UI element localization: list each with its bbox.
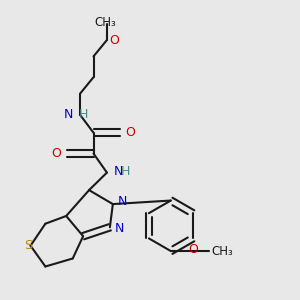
Text: O: O: [110, 34, 119, 46]
Text: CH₃: CH₃: [94, 16, 116, 29]
Text: N: N: [63, 108, 73, 121]
Text: N: N: [114, 222, 124, 235]
Text: CH₃: CH₃: [211, 244, 233, 258]
Text: O: O: [126, 126, 136, 139]
Text: H: H: [121, 166, 130, 178]
Text: N: N: [117, 195, 127, 208]
Text: S: S: [24, 239, 32, 252]
Text: O: O: [52, 147, 61, 160]
Text: H: H: [79, 108, 88, 121]
Text: O: O: [188, 243, 198, 256]
Text: N: N: [113, 166, 123, 178]
